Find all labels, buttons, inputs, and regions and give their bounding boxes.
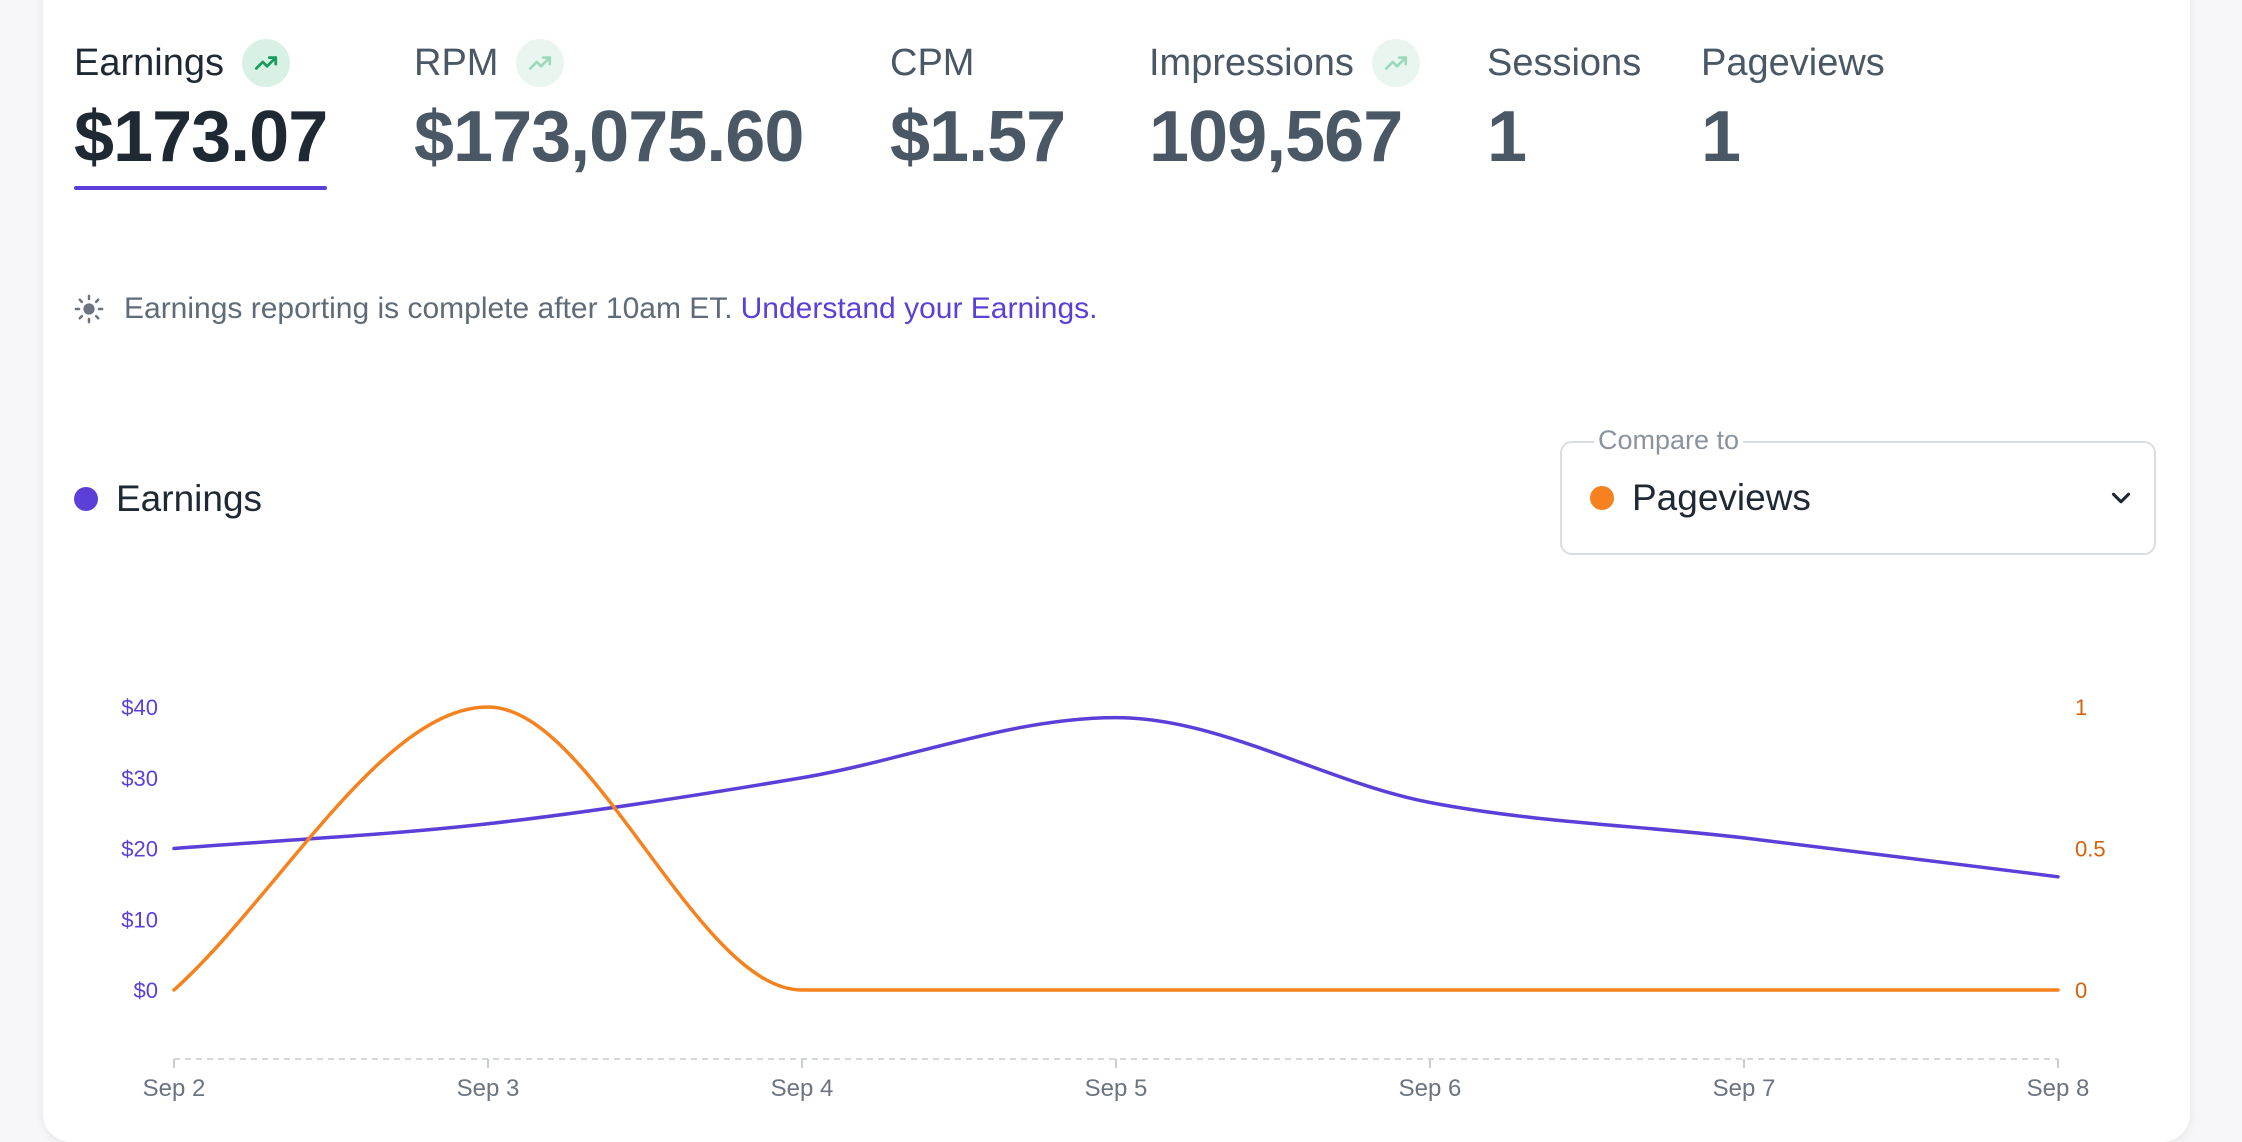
legend-dot: [74, 487, 98, 511]
y-left-tick-label: $20: [121, 837, 158, 862]
chart-legend: Earnings: [74, 478, 262, 520]
chevron-down-icon: [2111, 492, 2131, 504]
metric-value: 1: [1701, 97, 1741, 177]
metric-tab-earnings[interactable]: Earnings $173.07: [74, 36, 328, 190]
x-tick-label: Sep 3: [457, 1075, 520, 1102]
x-tick-label: Sep 7: [1713, 1075, 1776, 1102]
metric-label: CPM: [890, 41, 975, 84]
metric-value: $1.57: [890, 97, 1066, 177]
earnings-notice: Earnings reporting is complete after 10a…: [74, 292, 1098, 326]
x-tick-label: Sep 5: [1085, 1075, 1148, 1102]
metric-label: Pageviews: [1701, 41, 1885, 84]
trend-up-icon: [1371, 39, 1420, 87]
compare-to-select[interactable]: Compare to Pageviews: [1560, 425, 2156, 555]
x-tick-label: Sep 2: [143, 1075, 206, 1102]
compare-to-label: Compare to: [1594, 425, 1744, 456]
sun-icon: [74, 294, 104, 324]
metric-value: $173.07: [74, 97, 328, 177]
metric-label: Impressions: [1149, 41, 1354, 84]
metric-value: 1: [1487, 97, 1527, 177]
metric-tab-sessions[interactable]: Sessions 1: [1487, 36, 1641, 178]
y-right-tick-label: 0.5: [2075, 837, 2106, 862]
y-left-tick-label: $40: [121, 695, 158, 720]
x-tick-label: Sep 4: [771, 1075, 834, 1102]
compare-dot: [1590, 486, 1614, 510]
y-right-tick-label: 0: [2075, 978, 2087, 1003]
y-right-tick-label: 1: [2075, 695, 2087, 720]
metric-value: $173,075.60: [414, 97, 804, 177]
metric-tab-impressions[interactable]: Impressions 109,567: [1149, 36, 1420, 178]
metric-tab-rpm[interactable]: RPM $173,075.60: [414, 36, 804, 178]
series-line-pageviews: [172, 705, 2060, 992]
earnings-card: [43, 0, 2190, 1142]
metric-label: Earnings: [74, 41, 224, 84]
series-line-earnings: [172, 715, 2060, 879]
active-tab-indicator: [74, 186, 328, 190]
legend-label: Earnings: [116, 478, 263, 519]
metrics-tabs: Earnings $173.07 RPM $173,075.60 CPM $1.…: [74, 36, 2074, 190]
metric-label: Sessions: [1487, 41, 1642, 84]
compare-selected-label: Pageviews: [1632, 477, 1811, 518]
trend-up-icon: [241, 39, 290, 87]
trend-up-icon: [516, 39, 565, 87]
compare-selected: Pageviews: [1590, 477, 1811, 519]
x-tick-label: Sep 6: [1399, 1075, 1462, 1102]
metric-tab-cpm[interactable]: CPM $1.57: [890, 36, 1066, 178]
x-tick-label: Sep 8: [2027, 1075, 2090, 1102]
metric-label: RPM: [414, 41, 499, 84]
understand-earnings-link[interactable]: Understand your Earnings.: [740, 292, 1098, 325]
y-left-tick-label: $10: [121, 907, 158, 932]
y-left-tick-label: $30: [121, 766, 158, 791]
notice-text: Earnings reporting is complete after 10a…: [124, 292, 733, 325]
metric-value: 109,567: [1149, 97, 1403, 177]
y-left-tick-label: $0: [134, 978, 158, 1003]
metric-tab-pageviews[interactable]: Pageviews 1: [1701, 36, 1885, 178]
